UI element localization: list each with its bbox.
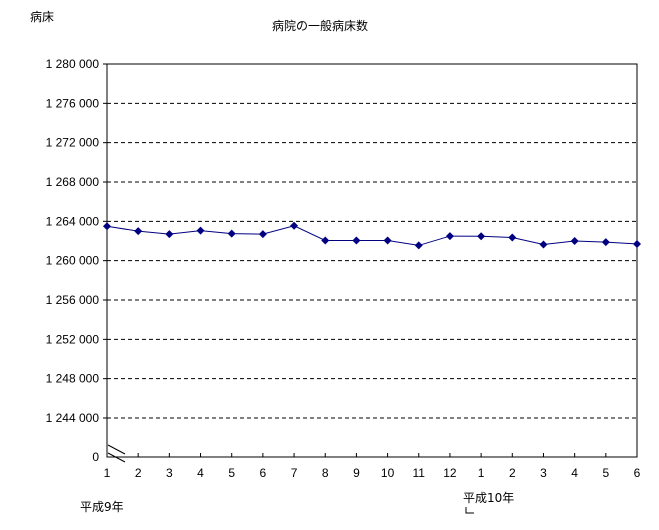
- year-label-h9: 平成9年: [80, 500, 124, 514]
- y-unit-label: 病床: [30, 10, 55, 24]
- y-tick-label: 1 276 000: [46, 96, 100, 110]
- y-tick-label: 1 280 000: [46, 57, 100, 71]
- series-line: [106, 225, 638, 246]
- data-point: [227, 229, 236, 238]
- x-tick-label: 1: [104, 466, 111, 480]
- x-tick-label: 6: [634, 466, 641, 480]
- x-tick-label: 5: [228, 466, 235, 480]
- data-point: [477, 232, 486, 241]
- x-tick-label: 1: [478, 466, 485, 480]
- x-tick-label: 2: [135, 466, 142, 480]
- data-point: [601, 238, 610, 247]
- year-bracket-mark: [465, 507, 474, 514]
- data-point: [258, 230, 267, 239]
- data-point: [196, 226, 205, 235]
- x-tick-label: 12: [443, 466, 457, 480]
- y-tick-label: 1 264 000: [46, 214, 100, 228]
- x-tick-label: 3: [166, 466, 173, 480]
- data-point: [103, 222, 111, 231]
- data-point: [539, 240, 548, 249]
- data-point: [165, 230, 174, 239]
- y-tick-label: 1 248 000: [46, 372, 100, 386]
- y-tick-label: 1 260 000: [46, 254, 100, 268]
- data-point: [383, 236, 392, 245]
- x-tick-label: 11: [413, 466, 426, 480]
- data-point: [414, 241, 423, 250]
- axis-break-mark: [107, 452, 126, 463]
- y-tick-label: 1 272 000: [46, 136, 100, 150]
- data-point: [508, 233, 517, 242]
- x-tick-label: 9: [353, 466, 360, 480]
- y-tick-label: 1 244 000: [46, 411, 100, 425]
- x-tick-label: 4: [197, 466, 204, 480]
- y-tick-label-zero: 0: [92, 450, 99, 464]
- data-point: [570, 237, 579, 245]
- x-tick-label: 7: [291, 466, 298, 480]
- x-tick-label: 2: [509, 466, 516, 480]
- data-point: [445, 232, 454, 241]
- x-tick-label: 6: [260, 466, 267, 480]
- y-tick-label: 1 268 000: [46, 175, 100, 189]
- axis-break-mark: [107, 444, 126, 455]
- x-tick-label: 5: [602, 466, 609, 480]
- x-tick-label: 3: [540, 466, 547, 480]
- data-point: [352, 236, 361, 245]
- y-tick-label: 1 256 000: [46, 293, 100, 307]
- chart-title: 病院の一般病床数: [272, 19, 369, 33]
- data-point: [633, 239, 641, 248]
- x-tick-label: 4: [571, 466, 578, 480]
- data-point: [134, 227, 143, 236]
- x-tick-label: 10: [381, 466, 395, 480]
- data-point: [290, 221, 299, 230]
- data-point: [321, 236, 330, 245]
- y-tick-label: 1 252 000: [46, 332, 100, 346]
- year-label-h10: 平成10年: [463, 491, 515, 505]
- plot-frame: [106, 63, 638, 458]
- x-tick-label: 8: [322, 466, 329, 480]
